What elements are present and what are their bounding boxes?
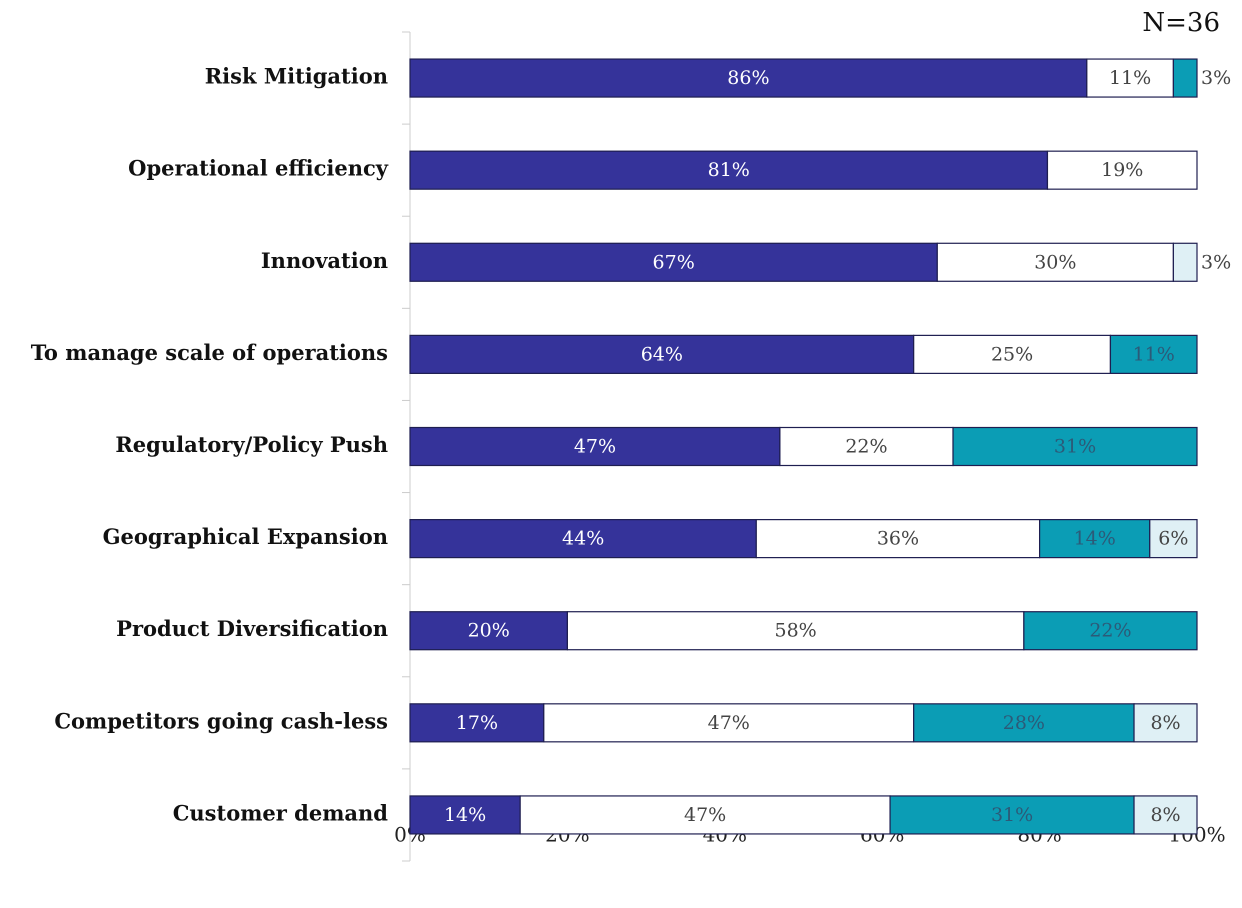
value-label: 3%	[1201, 67, 1231, 89]
bar-segment	[409, 611, 568, 651]
value-label: 3%	[1201, 251, 1231, 273]
value-label: 67%	[653, 251, 695, 273]
bar-segment	[409, 703, 545, 743]
value-label: 31%	[1054, 436, 1096, 458]
value-label: 58%	[775, 620, 817, 642]
value-label: 6%	[1158, 528, 1188, 550]
value-label: 19%	[1101, 159, 1143, 181]
value-label: 17%	[456, 712, 498, 734]
bar-segment	[1133, 795, 1198, 835]
value-label: 31%	[991, 804, 1033, 826]
bar-segment	[1172, 242, 1198, 282]
value-label: 47%	[574, 436, 616, 458]
category-label: Innovation	[261, 248, 388, 273]
value-label: 28%	[1003, 712, 1045, 734]
value-label: 25%	[991, 343, 1033, 365]
bar-segment	[409, 795, 521, 835]
bar-segment	[519, 795, 891, 835]
value-label: 11%	[1109, 67, 1151, 89]
bar-segment	[409, 519, 757, 559]
bar-segment	[1149, 519, 1198, 559]
category-label: Competitors going cash-less	[54, 708, 388, 733]
bar-segment	[409, 242, 938, 282]
category-label: Product Diversification	[116, 616, 388, 641]
bar-segment	[1046, 150, 1198, 190]
category-label: Risk Mitigation	[205, 64, 388, 89]
bar-segment	[409, 426, 781, 467]
value-label: 36%	[877, 528, 919, 550]
value-label: 30%	[1034, 251, 1076, 273]
value-label: 64%	[641, 343, 683, 365]
bar-segment	[779, 426, 954, 467]
value-label: 14%	[1074, 528, 1116, 550]
value-label: 81%	[708, 159, 750, 181]
value-label: 20%	[468, 620, 510, 642]
value-label: 22%	[845, 436, 887, 458]
value-label: 47%	[708, 712, 750, 734]
bar-segment	[566, 611, 1025, 651]
annotation: N=36	[1142, 8, 1220, 38]
bar-segment	[1172, 58, 1198, 98]
value-label: 44%	[562, 528, 604, 550]
value-label: 22%	[1089, 620, 1131, 642]
value-label: 8%	[1150, 804, 1180, 826]
value-label: 86%	[727, 67, 769, 89]
category-label: Regulatory/Policy Push	[115, 432, 388, 457]
bar-segment	[1133, 703, 1198, 743]
bar-segment	[1109, 334, 1198, 374]
category-label: Customer demand	[173, 800, 389, 825]
value-label: 14%	[444, 804, 486, 826]
bar-segment	[952, 426, 1198, 467]
bar-segment	[1023, 611, 1198, 651]
bar-segment	[1086, 58, 1174, 98]
category-label: To manage scale of operations	[31, 340, 388, 365]
bar-segment	[913, 334, 1112, 374]
bar-segment	[409, 334, 915, 374]
category-label: Operational efficiency	[128, 156, 389, 181]
category-label: Geographical Expansion	[103, 524, 388, 549]
value-label: 47%	[684, 804, 726, 826]
value-label: 11%	[1133, 343, 1175, 365]
bar-segment	[1038, 519, 1151, 559]
value-label: 8%	[1150, 712, 1180, 734]
bar-segment	[936, 242, 1174, 282]
bar-segment	[409, 150, 1049, 190]
